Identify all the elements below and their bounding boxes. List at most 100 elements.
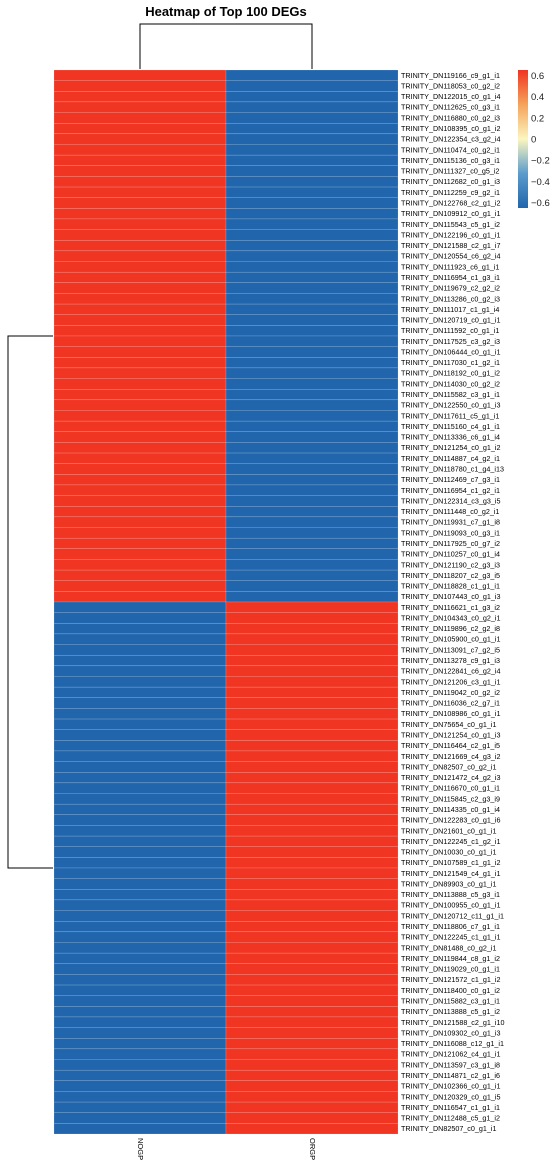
heatmap-cell [53,633,227,645]
row-label: TRINITY_DN81488_c0_g2_i1 [401,943,497,952]
heatmap-cell [53,218,227,230]
heatmap-cell [53,708,227,720]
heatmap-cell [225,591,399,603]
row-label: TRINITY_DN89903_c0_g1_i1 [401,879,497,888]
heatmap-cell [225,740,399,752]
heatmap-cell [53,772,227,784]
row-label: TRINITY_DN116088_c12_g1_i1 [401,1039,504,1048]
heatmap-cell [225,697,399,709]
row-label: TRINITY_DN120329_c0_g1_i5 [401,1092,501,1101]
heatmap-cell [53,229,227,241]
row-label: TRINITY_DN112488_c5_g1_i2 [401,1114,500,1123]
heatmap-cell [225,474,399,486]
heatmap-cell [53,399,227,411]
heatmap-cell [225,686,399,698]
row-label: TRINITY_DN121254_c0_g1_i3 [401,731,501,740]
heatmap-cell [53,825,227,837]
row-label: TRINITY_DN75654_c0_g1_i1 [401,720,497,729]
heatmap-cell [225,399,399,411]
heatmap-cell [53,814,227,826]
row-dendrogram [7,335,53,869]
heatmap-cell [225,729,399,741]
heatmap-cell [53,240,227,252]
heatmap-cell [53,1038,227,1050]
row-label: TRINITY_DN113336_c6_g1_i4 [401,433,500,442]
heatmap-cell [53,984,227,996]
row-label: TRINITY_DN118828_c1_g1_i1 [401,582,500,591]
row-label: TRINITY_DN82507_c0_g1_i1 [401,1124,497,1133]
row-label: TRINITY_DN122768_c2_g1_i2 [401,199,501,208]
heatmap-cell [225,229,399,241]
heatmap-cell [53,335,227,347]
heatmap-cell [225,80,399,92]
colorbar-tick-label: 0.4 [531,92,544,103]
heatmap-cell [53,506,227,518]
heatmap-cell [53,1006,227,1018]
heatmap-cell [53,1069,227,1082]
row-label: TRINITY_DN116670_c0_g1_i1 [401,784,500,793]
colorbar-tick-label: 0.6 [531,71,544,82]
chart-title: Heatmap of Top 100 DEGs [145,4,307,19]
heatmap-cell [225,442,399,454]
row-label: TRINITY_DN112625_c0_g3_i1 [401,103,500,112]
row-label: TRINITY_DN114030_c0_g2_i2 [401,379,500,388]
heatmap-cell [53,655,227,667]
row-label: TRINITY_DN119093_c0_g3_i1 [401,528,500,537]
heatmap-cell [53,601,227,613]
heatmap-cell [53,165,227,177]
heatmap-cell [225,1027,399,1039]
heatmap-cell [225,612,399,624]
heatmap-cell [53,559,227,571]
heatmap-cell [53,420,227,432]
heatmap-cell [225,527,399,539]
heatmap-cell [225,144,399,156]
row-label: TRINITY_DN119029_c0_g1_i1 [401,965,500,974]
row-label: TRINITY_DN112682_c0_g1_i3 [401,177,500,186]
row-label: TRINITY_DN116954_c1_g2_i1 [401,486,500,495]
row-label: TRINITY_DN122550_c0_g1_i3 [401,401,501,410]
heatmap-cell [225,186,399,198]
heatmap-cell [53,686,227,698]
row-label: TRINITY_DN100955_c0_g1_i1 [401,901,501,910]
heatmap-cell [225,1080,399,1092]
row-label: TRINITY_DN105900_c0_g1_i1 [401,635,501,644]
heatmap-cell [225,952,399,964]
row-label: TRINITY_DN120554_c6_g2_i4 [401,252,501,261]
row-label: TRINITY_DN111592_c0_g1_i1 [401,326,499,335]
column-label: NOGP [136,1138,145,1160]
heatmap-cell [53,314,227,326]
heatmap-cell [225,569,399,581]
heatmap-cell [53,580,227,592]
row-label: TRINITY_DN82507_c0_g2_i1 [401,762,497,771]
heatmap-cell [225,633,399,645]
row-label: TRINITY_DN121588_c2_g1_i10 [401,1018,504,1027]
row-label: TRINITY_DN116036_c2_g7_i1 [401,699,500,708]
row-label: TRINITY_DN117925_c0_g7_i2 [401,539,500,548]
heatmap-cell [53,250,227,262]
row-label: TRINITY_DN121549_c4_g1_i1 [401,869,501,878]
heatmap-cell [53,782,227,794]
row-label: TRINITY_DN10030_c0_g1_i1 [401,848,497,857]
row-label: TRINITY_DN102366_c0_g1_i1 [401,1082,501,1091]
heatmap-cell [225,1091,399,1103]
heatmap-cell [225,154,399,166]
row-label: TRINITY_DN108986_c0_g1_i1 [401,709,501,718]
heatmap-cell [53,293,227,305]
row-label: TRINITY_DN118780_c1_g4_i13 [401,465,504,474]
row-label: TRINITY_DN107589_c1_g1_i2 [401,858,501,867]
row-label: TRINITY_DN118207_c2_g3_i5 [401,571,500,580]
row-label: TRINITY_DN113597_c3_g1_i8 [401,1060,500,1069]
row-label: TRINITY_DN121206_c3_g1_i1 [401,677,501,686]
heatmap-cell [53,431,227,443]
row-label: TRINITY_DN110257_c0_g1_i4 [401,550,500,559]
heatmap-cell [53,91,227,103]
heatmap-cell [225,814,399,826]
heatmap-cell [225,431,399,443]
colorbar-tick-label: 0.2 [531,113,544,124]
heatmap-cell [225,463,399,475]
heatmap-cell [225,921,399,933]
heatmap-cell [53,122,227,135]
heatmap-cell [225,984,399,996]
heatmap-cell [225,644,399,656]
